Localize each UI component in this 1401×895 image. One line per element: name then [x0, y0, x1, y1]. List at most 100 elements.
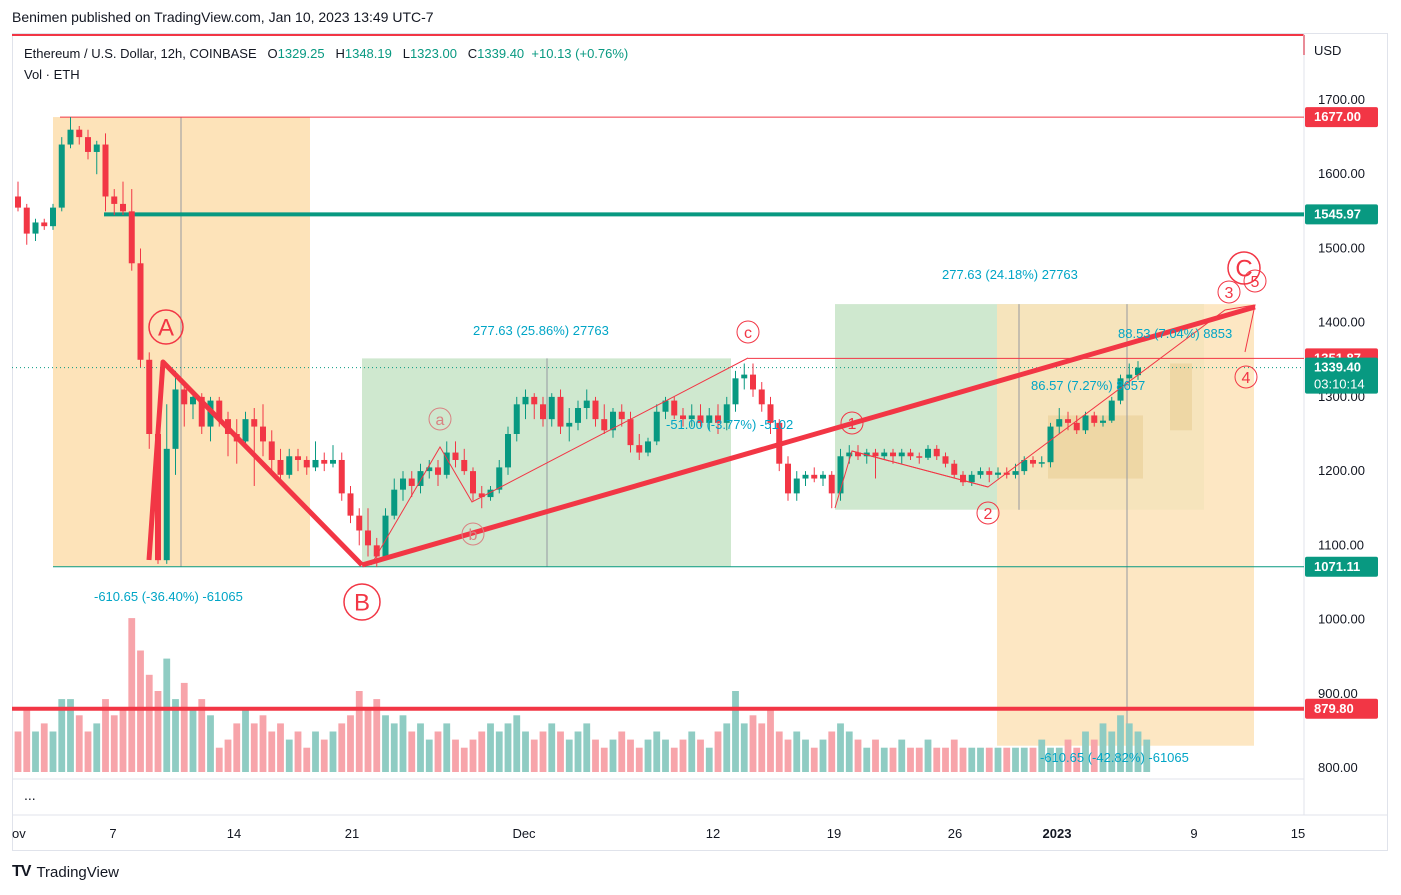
candle-body	[505, 434, 511, 468]
volume-bar	[653, 731, 661, 772]
candle-body	[155, 434, 161, 561]
volume-bar	[609, 739, 617, 772]
candle-body	[330, 459, 336, 464]
more-button[interactable]: ...	[24, 787, 36, 803]
y-tick-label: 1100.00	[1318, 537, 1364, 552]
open-label: O	[267, 46, 278, 61]
candle-body	[102, 144, 109, 197]
volume-bar	[942, 747, 949, 772]
wave-label-A-text: A	[158, 315, 174, 342]
candle-body	[881, 452, 888, 457]
candle-body	[181, 389, 188, 405]
volume-bar	[933, 747, 941, 772]
volume-bar	[434, 731, 442, 772]
price-label-countdown: 03:10:14	[1314, 377, 1365, 392]
volume-bar	[548, 723, 556, 772]
candle-body	[382, 515, 389, 557]
publish-caption: Benimen published on TradingView.com, Ja…	[12, 9, 434, 25]
volume-bar	[373, 699, 381, 772]
volume-bar	[994, 747, 1002, 772]
wave-label-C-text: C	[1235, 256, 1252, 283]
candle-body	[23, 207, 30, 234]
candle-body	[303, 459, 310, 468]
volume-bar	[1012, 747, 1019, 772]
footer-logo[interactable]: TV TradingView	[12, 863, 119, 881]
wave-label-1-text: 1	[848, 416, 857, 433]
symbol-name: Ethereum / U.S. Dollar, 12h, COINBASE	[24, 46, 257, 61]
volume-bar	[837, 723, 844, 772]
candle-body	[443, 452, 450, 475]
candle-body	[907, 452, 914, 457]
small-zone-2	[1170, 363, 1192, 431]
candle-body	[837, 456, 844, 494]
volume-bar	[767, 707, 774, 772]
volume-bar	[1099, 723, 1107, 772]
volume-bar	[495, 731, 503, 772]
candle-body	[251, 419, 258, 427]
x-tick-label: 21	[345, 826, 359, 841]
volume-bar	[145, 674, 153, 772]
candle-body	[872, 452, 879, 457]
volume-bar	[425, 739, 433, 772]
candle-body	[1082, 415, 1089, 431]
volume-bar	[189, 707, 197, 772]
volume-bar	[810, 747, 818, 772]
volume-bar	[303, 747, 311, 772]
volume-bar	[880, 747, 888, 772]
measure-label-5: -51.00 (-3.77%) -5102	[666, 417, 793, 432]
volume-bar	[23, 707, 31, 772]
volume-bar	[84, 731, 92, 772]
volume-bar	[285, 739, 293, 772]
candle-body	[1100, 420, 1106, 423]
x-tick-label: 12	[706, 826, 720, 841]
candle-body	[960, 474, 966, 483]
volume-bar	[408, 731, 416, 772]
candle-body	[531, 396, 538, 405]
high-value: 1348.19	[344, 46, 392, 61]
price-label-box	[1305, 107, 1378, 128]
high-label: H	[335, 46, 345, 61]
candle-body	[610, 411, 616, 431]
price-label-text: 1545.97	[1314, 206, 1361, 221]
volume-bar	[1047, 747, 1054, 772]
volume-bar	[749, 715, 757, 772]
volume-bar	[49, 731, 57, 772]
candle-body	[697, 415, 704, 423]
candle-body	[548, 396, 555, 420]
volume-bar	[58, 699, 66, 772]
candle-body	[400, 478, 406, 490]
candle-body	[977, 471, 984, 475]
volume-bar	[277, 723, 284, 772]
volume-bar	[224, 739, 232, 772]
symbol-legend: Ethereum / U.S. Dollar, 12h, COINBASE O1…	[24, 46, 628, 61]
wave-12345-line	[834, 304, 1256, 509]
volume-bar	[898, 739, 906, 772]
close-label: C	[467, 46, 478, 61]
price-label-text: 1071.11	[1314, 559, 1360, 574]
candle-body	[898, 452, 905, 457]
volume-bar	[469, 739, 477, 772]
low-value: 1323.00	[409, 46, 457, 61]
price-label-box	[1305, 698, 1378, 719]
volume-bar	[819, 739, 827, 772]
volume-bar	[863, 747, 871, 772]
candle-body	[1135, 367, 1141, 376]
volume-bar	[758, 723, 766, 772]
y-tick-label: 1400.00	[1318, 315, 1365, 330]
open-value: 1329.25	[277, 46, 325, 61]
y-tick-label: 1600.00	[1318, 166, 1365, 181]
volume-bar	[355, 691, 363, 772]
candle-body	[618, 411, 625, 420]
volume-bar	[338, 723, 346, 772]
volume-bar	[968, 747, 976, 772]
volume-bar	[662, 739, 669, 772]
volume-bar	[1134, 731, 1142, 772]
candle-body	[470, 471, 476, 494]
candle-body	[750, 374, 756, 390]
candle-body	[846, 452, 853, 457]
volume-bar	[32, 731, 39, 772]
volume-bar	[907, 747, 914, 772]
volume-bar	[154, 691, 162, 772]
volume-bar	[128, 618, 136, 772]
